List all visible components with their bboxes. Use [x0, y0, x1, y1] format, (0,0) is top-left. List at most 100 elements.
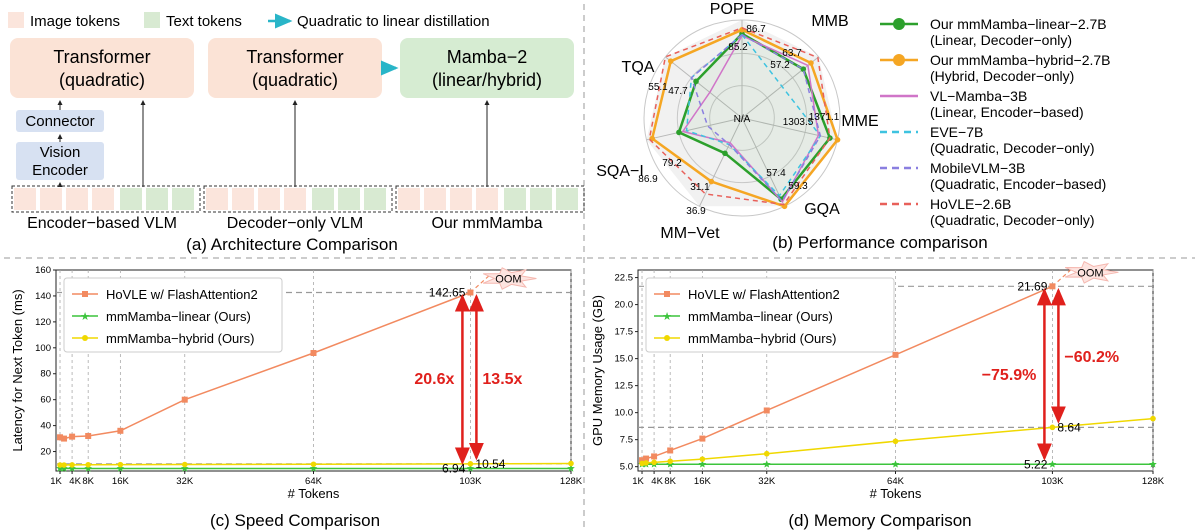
annotation-linear: 6.94 [442, 461, 466, 475]
series-point [181, 396, 188, 403]
y-tick-label: 5.0 [620, 462, 633, 473]
series-point [180, 464, 189, 472]
radar-spoke [741, 117, 838, 141]
speed-chart: 1K 4K 8K 16K 32K 64K 103K 128K 20 40 60 80 100 120 140… [10, 265, 583, 501]
vision-encoder-label-2: Encoder [32, 162, 88, 179]
red-label-hybrid: 13.5x [482, 371, 522, 388]
x-tick-label: 103K [459, 476, 482, 487]
radar-value-label: 85.2 [728, 42, 748, 53]
legend-series-name: HoVLE−2.6B [930, 196, 1011, 212]
radar-series [677, 32, 832, 201]
radar-value-label: 86.7 [746, 24, 766, 35]
radar-axis-label: POPE [710, 1, 754, 18]
chart-legend [63, 277, 283, 353]
legend-marker [82, 291, 88, 297]
legend-label: mmMamba−hybrid (Ours) [106, 331, 254, 346]
oom-burst [1064, 260, 1119, 284]
transformer-box-1-title: Transformer [53, 47, 150, 67]
radar-value-label: 79.2 [662, 158, 682, 169]
legend-series-name: Our mmMamba−linear−2.7B [930, 16, 1107, 32]
x-tick-label: 32K [758, 476, 776, 487]
radar-series [648, 27, 831, 206]
y-tick-label: 40 [40, 421, 51, 432]
radar-spoke [741, 56, 819, 119]
legend-label: HoVLE w/ FlashAttention2 [106, 287, 258, 302]
transformer-box-1-sub: (quadratic) [59, 70, 145, 90]
radar-value-label: 57.4 [766, 168, 786, 179]
x-tick-label: 4K [651, 476, 663, 487]
series-point [117, 461, 124, 468]
series-point [57, 434, 64, 441]
legend-series-name: VL−Mamba−3B [930, 88, 1027, 104]
x-tick-label: 16K [112, 476, 130, 487]
x-tick-label: 4K [69, 476, 81, 487]
memory-chart: 1K 4K 8K 16K 32K 64K 103K 128K 5.0 7.5 10.0 12.5 15.… [590, 260, 1165, 501]
image-token [40, 188, 62, 210]
series-point [667, 458, 673, 465]
y-axis-label: GPU Memory Usage (GB) [590, 295, 605, 446]
x-tick-label: 128K [560, 476, 583, 487]
token-group-3 [395, 185, 585, 213]
legend-marker: ★ [80, 311, 90, 323]
token-group-2 [203, 185, 393, 213]
y-tick-label: 100 [35, 343, 51, 354]
series-point [56, 464, 64, 472]
y-tick-label: 80 [40, 369, 51, 380]
x-axis-label: # Tokens [288, 486, 340, 501]
x-tick-label: 8K [664, 476, 676, 487]
series-point [466, 464, 475, 472]
radar-spoke [699, 117, 743, 207]
transformer-box-2 [208, 38, 382, 98]
y-tick-label: 140 [35, 291, 51, 302]
radar-value-label: 55.1 [648, 82, 668, 93]
radar-value-label: 57.2 [770, 60, 790, 71]
legend-series-name: EVE−7B [930, 124, 983, 140]
x-tick-label: 103K [1041, 476, 1064, 487]
label-decoder-only: Decoder−only VLM [227, 215, 364, 232]
oom-extension [1052, 267, 1073, 287]
x-tick-label: 64K [887, 476, 905, 487]
radar-series [690, 33, 822, 202]
radar-spoke [665, 56, 743, 119]
red-label-linear: 20.6x [414, 371, 454, 388]
radar-axis-label: GQA [804, 201, 840, 218]
connector-label: Connector [25, 113, 94, 130]
label-mmmamba: Our mmMamba [431, 215, 542, 232]
transformer-box-1 [10, 38, 194, 98]
y-tick-label: 10.0 [615, 408, 634, 419]
caption-a: (a) Architecture Comparison [186, 235, 398, 254]
series-point [467, 461, 474, 467]
radar-value-label: 1371.1 [809, 112, 840, 123]
panel-architecture: Image tokens Text tokens Quadratic to li… [8, 12, 585, 254]
x-tick-label: 64K [305, 476, 323, 487]
legend-series-name: Our mmMamba−hybrid−2.7B [930, 52, 1111, 68]
legend-marker [664, 335, 670, 341]
annotation-hybrid: 10.54 [475, 457, 505, 471]
series-point [69, 433, 76, 440]
series-point [1048, 460, 1057, 468]
annotation-hybrid: 8.64 [1057, 420, 1081, 434]
text-token [172, 188, 194, 210]
radar-legend: Our mmMamba−linear−2.7B(Linear, Decoder−… [880, 16, 1111, 228]
mamba-box-title: Mamba−2 [447, 47, 528, 67]
series-point [310, 461, 317, 468]
y-tick-label: 160 [35, 265, 51, 276]
radar-spoke [646, 117, 743, 141]
radar-axis-label: TQA [622, 59, 655, 76]
series-point [310, 349, 317, 356]
caption-c: (c) Speed Comparison [210, 511, 380, 530]
radar-point [693, 78, 699, 85]
text-token [364, 188, 386, 210]
legend-series-sub: (Quadratic, Decoder−only) [930, 140, 1095, 156]
legend-series-sub: (Quadratic, Encoder−based) [930, 176, 1106, 192]
y-tick-label: 17.5 [615, 327, 634, 338]
image-token [424, 188, 446, 210]
legend-series-sub: (Linear, Encoder−based) [930, 104, 1084, 120]
series-point [639, 457, 646, 464]
series-point [68, 464, 76, 472]
series-point [762, 460, 771, 468]
series-point [643, 455, 650, 462]
radar-chart: N/A POPE MMB MME GQA MM−Vet SQA−I TQA 86.7 85.2 63… [596, 1, 878, 242]
legend-text-token-swatch [144, 12, 160, 28]
